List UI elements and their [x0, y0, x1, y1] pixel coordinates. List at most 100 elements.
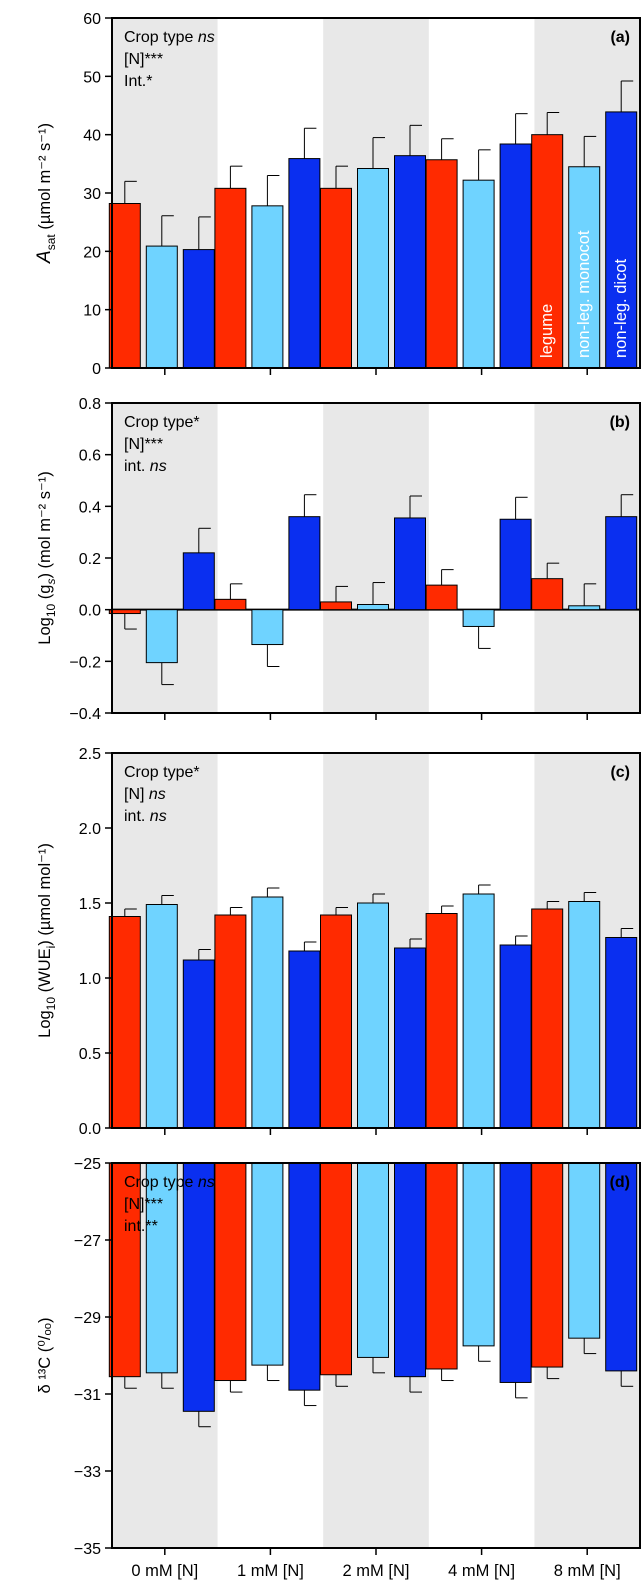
y-tick-label: −29: [74, 1310, 101, 1327]
bar: [531, 908, 564, 1129]
stats-line: [N]***: [124, 436, 163, 453]
bar: [605, 111, 638, 369]
bar: [251, 609, 284, 646]
bar: [288, 950, 321, 1129]
bar: [214, 914, 247, 1129]
y-tick-label: −0.2: [69, 654, 101, 671]
bar: [182, 249, 215, 369]
stats-line: Crop type*: [124, 414, 200, 431]
legend-label: non-leg. monocot: [575, 230, 593, 358]
bar: [462, 893, 495, 1129]
y-tick-label: 0.8: [79, 396, 101, 413]
bar: [462, 609, 495, 627]
y-tick-label: 2.5: [79, 746, 101, 763]
bar: [288, 158, 321, 369]
bar: [182, 1162, 215, 1412]
bar: [605, 937, 638, 1129]
x-category-label: 0 mM [N]: [131, 1562, 198, 1580]
stats-line: int.**: [124, 1218, 158, 1235]
panel-letter: (a): [610, 29, 630, 46]
bar: [251, 1162, 284, 1366]
x-category-label: 2 mM [N]: [343, 1562, 410, 1580]
y-tick-label: −35: [74, 1541, 101, 1558]
legend-label: non-leg. dicot: [612, 259, 630, 358]
bar: [320, 914, 352, 1129]
y-tick-label: 0.5: [79, 1046, 101, 1063]
bar: [320, 1162, 352, 1376]
bar: [182, 552, 215, 611]
stats-line: Crop type ns: [124, 29, 215, 46]
y-tick-label: −25: [74, 1156, 101, 1173]
x-category-label: 1 mM [N]: [237, 1562, 304, 1580]
bar: [108, 609, 141, 615]
legend-label: legume: [538, 304, 556, 358]
panel-a: 0 10 20 30 40 50 60 Crop type ns [N]*** Int.* (a) A…: [34, 11, 641, 378]
bar: [531, 578, 564, 611]
y-axis-label: Asat (µmol m⁻² s⁻¹): [34, 123, 58, 264]
bar: [214, 598, 247, 611]
y-axis-label: δ ¹³C (⁰/ₒₒ): [36, 1318, 54, 1394]
y-axis-label: Log10 (WUEi) (µmol mol⁻¹): [36, 843, 58, 1038]
y-tick-label: 1.5: [79, 896, 101, 913]
bar: [214, 1162, 247, 1382]
y-tick-label: 40: [83, 128, 101, 145]
x-category-label: 8 mM [N]: [554, 1562, 621, 1580]
y-tick-label: 0.0: [79, 1121, 101, 1138]
panel-b: −0.4 −0.2 0.0 0.2 0.4 0.6 0.8 Crop type* [N]*** i…: [36, 396, 641, 723]
bar: [320, 187, 352, 369]
y-tick-label: −0.4: [69, 706, 101, 723]
y-tick-label: 0: [92, 361, 101, 378]
bar: [394, 947, 426, 1129]
stats-line: int. ns: [124, 458, 167, 475]
bar: [145, 609, 178, 664]
bar: [605, 1162, 638, 1372]
bar: [499, 1162, 532, 1383]
y-tick-label: 0.4: [79, 499, 101, 516]
y-tick-label: 10: [83, 303, 101, 320]
bar: [108, 916, 141, 1129]
bar: [499, 518, 532, 611]
bar: [394, 155, 426, 369]
panel-letter: (b): [610, 414, 630, 431]
stats-line: [N]***: [124, 1196, 163, 1213]
stats-line: int. ns: [124, 808, 167, 825]
stats-line: [N]***: [124, 51, 163, 68]
bar: [251, 896, 284, 1129]
bar: [320, 601, 352, 611]
y-tick-label: 50: [83, 69, 101, 86]
bar: [568, 166, 601, 369]
panel-letter: (c): [610, 764, 630, 781]
y-tick-label: 0.6: [79, 448, 101, 465]
x-category-label: 4 mM [N]: [448, 1562, 515, 1580]
bar: [357, 1162, 389, 1358]
bar: [394, 1162, 426, 1378]
y-tick-label: 20: [83, 244, 101, 261]
stats-line: Int.*: [124, 73, 152, 90]
y-tick-label: 30: [83, 186, 101, 203]
bar: [288, 516, 321, 611]
bar: [531, 1162, 564, 1368]
panel-letter: (d): [610, 1174, 630, 1191]
y-tick-label: −31: [74, 1387, 101, 1404]
bar: [462, 179, 495, 369]
stats-line: [N] ns: [124, 786, 166, 803]
bar: [145, 1162, 178, 1374]
y-tick-label: 0.2: [79, 551, 101, 568]
bar: [425, 913, 458, 1129]
bar: [145, 245, 178, 369]
y-tick-label: −33: [74, 1464, 101, 1481]
bar: [568, 1162, 601, 1339]
bar: [108, 203, 141, 369]
panel-d: −35 −33 −31 −29 −27 −25 Crop type ns [N]*** int.…: [36, 1156, 641, 1558]
bar: [214, 187, 247, 369]
bar: [531, 134, 564, 369]
y-tick-label: 2.0: [79, 821, 101, 838]
bar: [182, 959, 215, 1129]
bar: [499, 143, 532, 369]
panel-c: 0.0 0.5 1.0 1.5 2.0 2.5 Crop type* [N] ns int. n…: [36, 746, 641, 1138]
y-tick-label: 1.0: [79, 971, 101, 988]
y-tick-label: −27: [74, 1233, 101, 1250]
bar: [108, 1162, 141, 1378]
bar: [288, 1162, 321, 1391]
